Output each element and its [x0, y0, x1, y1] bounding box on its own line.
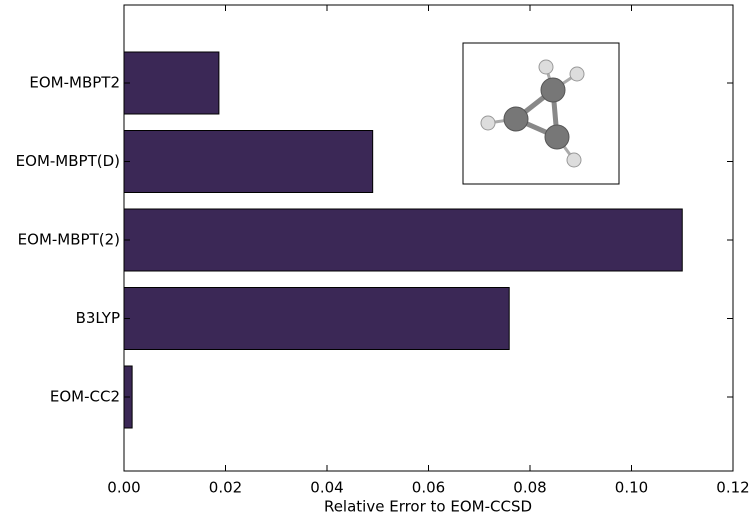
x-tick-label: 0.06 — [412, 479, 445, 497]
y-tick-label: B3LYP — [76, 309, 120, 327]
bar — [124, 52, 219, 114]
y-tick-label: EOM-MBPT(2) — [18, 231, 120, 249]
y-tick-label: EOM-CC2 — [50, 388, 120, 406]
molecule-inset — [463, 43, 619, 184]
y-tick-label: EOM-MBPT(D) — [16, 152, 120, 170]
x-tick-label: 0.02 — [209, 479, 242, 497]
x-tick-label: 0.04 — [310, 479, 343, 497]
bar — [124, 288, 509, 350]
x-axis-label: Relative Error to EOM-CCSD — [324, 498, 532, 516]
x-tick-label: 0.12 — [716, 479, 749, 497]
bar — [124, 131, 373, 193]
x-tick-label: 0.00 — [107, 479, 140, 497]
x-tick-label: 0.08 — [513, 479, 546, 497]
x-tick-label: 0.10 — [615, 479, 648, 497]
chart: Relative Error to EOM-CCSD 0.00 0.02 0.04 0… — [0, 0, 753, 519]
y-tick-label: EOM-MBPT2 — [29, 74, 120, 92]
bar — [124, 209, 682, 271]
